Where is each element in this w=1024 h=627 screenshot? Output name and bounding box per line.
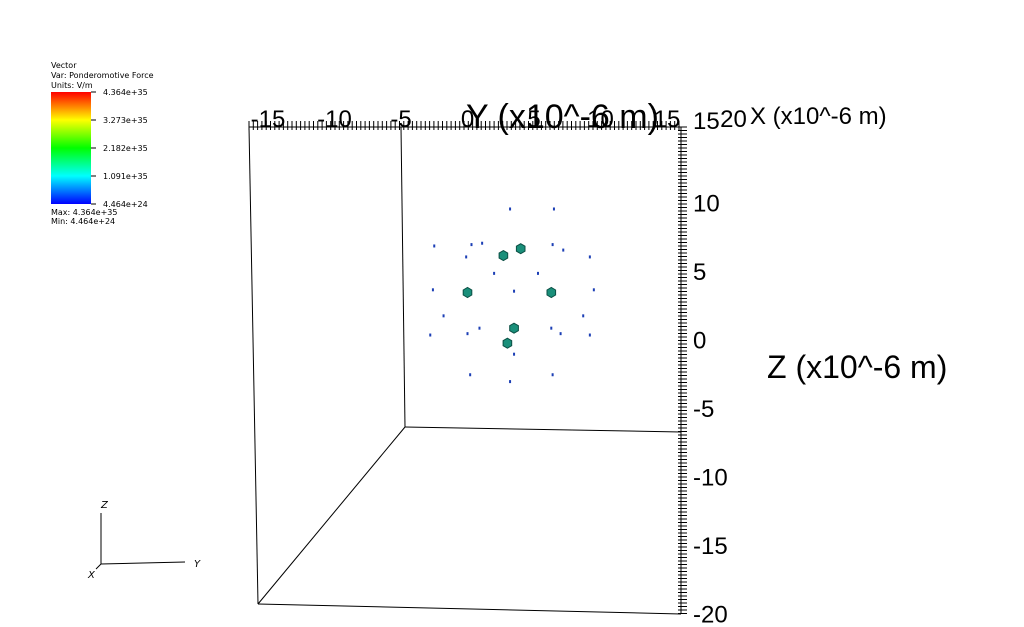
triad-y-axis	[100, 561, 186, 565]
triad-x-label: X	[87, 570, 96, 581]
small-vector-glyph	[466, 332, 469, 336]
small-vector-glyph	[550, 326, 553, 330]
large-vector-glyph	[515, 243, 526, 255]
small-vector-glyph	[431, 288, 434, 292]
x-tick-label: -10	[317, 106, 352, 133]
box-edge-back-vertical	[400, 126, 406, 428]
z-tick-label: -10	[693, 465, 728, 492]
z-axis-minor-ticks	[678, 126, 687, 614]
y-axis-title: Y (x10^-6 m)	[466, 98, 659, 136]
small-vector-glyph	[559, 332, 562, 336]
legend-variable: Var: Ponderomotive Force	[51, 71, 154, 80]
small-vector-glyph	[582, 314, 585, 318]
x-tick-label: 0	[461, 106, 474, 133]
small-vector-glyph	[551, 243, 554, 247]
large-vector-glyph	[502, 337, 513, 349]
x-tick-label: 10	[587, 106, 614, 133]
legend-colorbar	[51, 92, 91, 204]
legend-tick-label: 1.091e+35	[103, 172, 148, 181]
legend-units: Units: V/m	[51, 81, 93, 90]
small-vector-glyph	[562, 248, 565, 252]
small-vector-glyph	[513, 289, 516, 293]
z-axis-title: Z (x10^-6 m)	[767, 349, 947, 385]
x-axis-minor-ticks	[248, 121, 680, 130]
y-tick-label: 15	[693, 108, 720, 135]
legend-tick-label: 2.182e+35	[103, 144, 148, 153]
small-vector-glyph	[588, 333, 591, 337]
small-vector-glyph	[478, 326, 481, 330]
legend-title: Vector	[51, 61, 77, 70]
x-tick-label: -15	[251, 106, 286, 133]
small-vector-glyph	[509, 207, 512, 211]
small-vector-glyph	[470, 243, 473, 247]
small-vector-glyph	[442, 314, 445, 318]
legend-tick-label: 3.273e+35	[103, 116, 148, 125]
z-tick-label: 0	[693, 328, 706, 355]
small-vector-glyph	[592, 288, 595, 292]
box-edge-bottom-front	[257, 603, 682, 615]
bounding-box	[248, 126, 682, 615]
small-vector-glyph	[536, 271, 539, 275]
large-vector-glyph	[509, 322, 519, 334]
triad-z-label: Z	[100, 500, 109, 511]
x-axis-title: X (x10^-6 m)	[750, 103, 887, 130]
legend-min: Min: 4.464e+24	[51, 217, 115, 226]
box-edge-diagonal	[257, 426, 406, 605]
triad-y-label: Y	[194, 559, 201, 570]
z-tick-label: -15	[693, 533, 728, 560]
large-vector-glyph	[462, 286, 473, 299]
small-vector-glyph	[469, 373, 472, 377]
large-vector-glyph	[546, 286, 557, 299]
small-vector-glyph	[481, 241, 484, 245]
z-tick-label: 10	[693, 191, 720, 218]
small-vector-glyph	[433, 244, 436, 248]
small-vector-glyph	[429, 333, 432, 337]
legend-tick-label: 4.364e+35	[103, 88, 148, 97]
x-tick-label: 20	[720, 106, 747, 133]
small-vector-glyph	[513, 352, 516, 356]
small-vector-glyph	[465, 255, 468, 259]
x-tick-label: 15	[654, 106, 681, 133]
legend-max: Max: 4.364e+35	[51, 208, 117, 217]
legend-tick-label: 4.464e+24	[103, 200, 148, 209]
z-tick-label: -20	[693, 602, 728, 627]
small-vector-glyph	[552, 207, 555, 211]
box-edge-back-bottom	[404, 426, 682, 433]
x-tick-label: -5	[390, 106, 411, 133]
orientation-triad	[95, 513, 186, 570]
color-legend: Vector Var: Ponderomotive Force Units: V…	[51, 61, 154, 226]
box-edge-left-front	[248, 126, 259, 605]
small-vector-glyph	[588, 255, 591, 259]
x-tick-label: 5	[527, 106, 540, 133]
small-vector-glyph	[551, 373, 554, 377]
small-vector-glyph	[509, 380, 512, 384]
triad-x-axis	[95, 563, 102, 570]
z-tick-label: 5	[693, 259, 706, 286]
vector-glyphs	[429, 207, 595, 384]
z-tick-label: -5	[693, 396, 714, 423]
large-vector-glyph	[498, 250, 509, 262]
z-axis-tick-labels: 10 5 0 -5 -10 -15 -20	[693, 191, 728, 627]
small-vector-glyph	[493, 271, 496, 275]
